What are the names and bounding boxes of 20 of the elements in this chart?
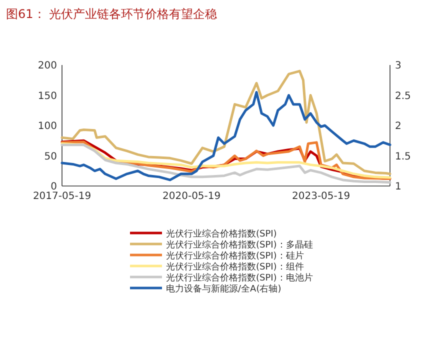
y-tick-label: 0	[50, 182, 57, 192]
y2-tick-label: 3	[395, 60, 402, 72]
title: 图61： 光伏产业链各环节价格有望企稳	[6, 7, 218, 21]
y2-tick-label: 1.5	[395, 151, 411, 162]
legend-label: 光伏行业综合价格指数(SPI)：多晶硅	[166, 240, 313, 250]
y2-tick-label: 1	[395, 182, 402, 192]
x-tick-label: 2017-05-19	[32, 191, 92, 202]
y-tick-label: 50	[44, 151, 57, 162]
legend-label: 光伏行业综合价格指数(SPI)：电池片	[166, 272, 313, 284]
x-tick-label: 2020-05-19	[162, 191, 221, 202]
y2-tick-label: 2	[395, 121, 402, 132]
y2-tick-label: 2.5	[395, 90, 411, 102]
y-tick-label: 150	[38, 90, 57, 102]
legend-label: 光伏行业综合价格指数(SPI)	[166, 228, 277, 240]
y-tick-label: 200	[38, 60, 57, 72]
x-tick-label: 2023-05-19	[292, 191, 350, 202]
y-tick-label: 100	[38, 121, 57, 132]
legend-label: 电力设备与新能源/全A(右轴)	[166, 284, 282, 294]
legend-label: 光伏行业综合价格指数(SPI)：硅片	[166, 250, 304, 262]
legend-label: 光伏行业综合价格指数(SPI)：组件	[166, 262, 304, 272]
